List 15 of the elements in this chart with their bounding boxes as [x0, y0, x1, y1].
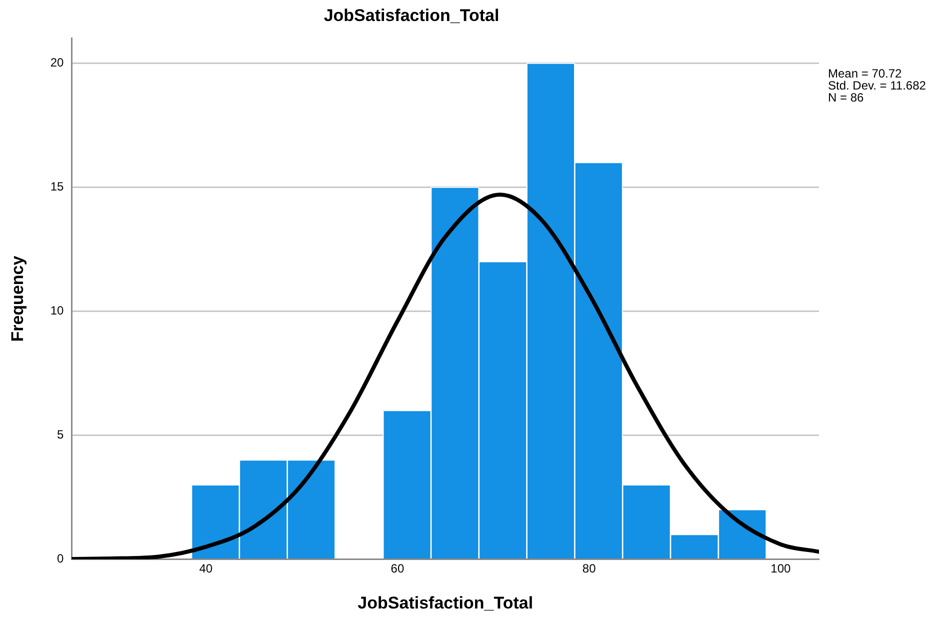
y-tick-label: 10 — [50, 304, 64, 318]
y-axis-title: Frequency — [8, 255, 27, 342]
text: N = 86 — [828, 90, 864, 105]
text: Mean = 70.72 — [828, 66, 902, 81]
y-tick-label: 15 — [50, 180, 64, 194]
y-tick-label: 20 — [50, 56, 64, 70]
x-tick-label: 40 — [199, 562, 213, 576]
y-tick-label: 0 — [57, 552, 64, 566]
x-tick-label: 80 — [582, 562, 596, 576]
x-tick-label: 100 — [770, 562, 792, 576]
text: Std. Dev. = 11.682 — [828, 78, 926, 93]
x-axis-title: JobSatisfaction_Total — [358, 593, 534, 612]
chart-title: JobSatisfaction_Total — [324, 6, 500, 25]
x-tick-label: 60 — [390, 562, 404, 576]
y-tick-label: 5 — [57, 428, 64, 442]
